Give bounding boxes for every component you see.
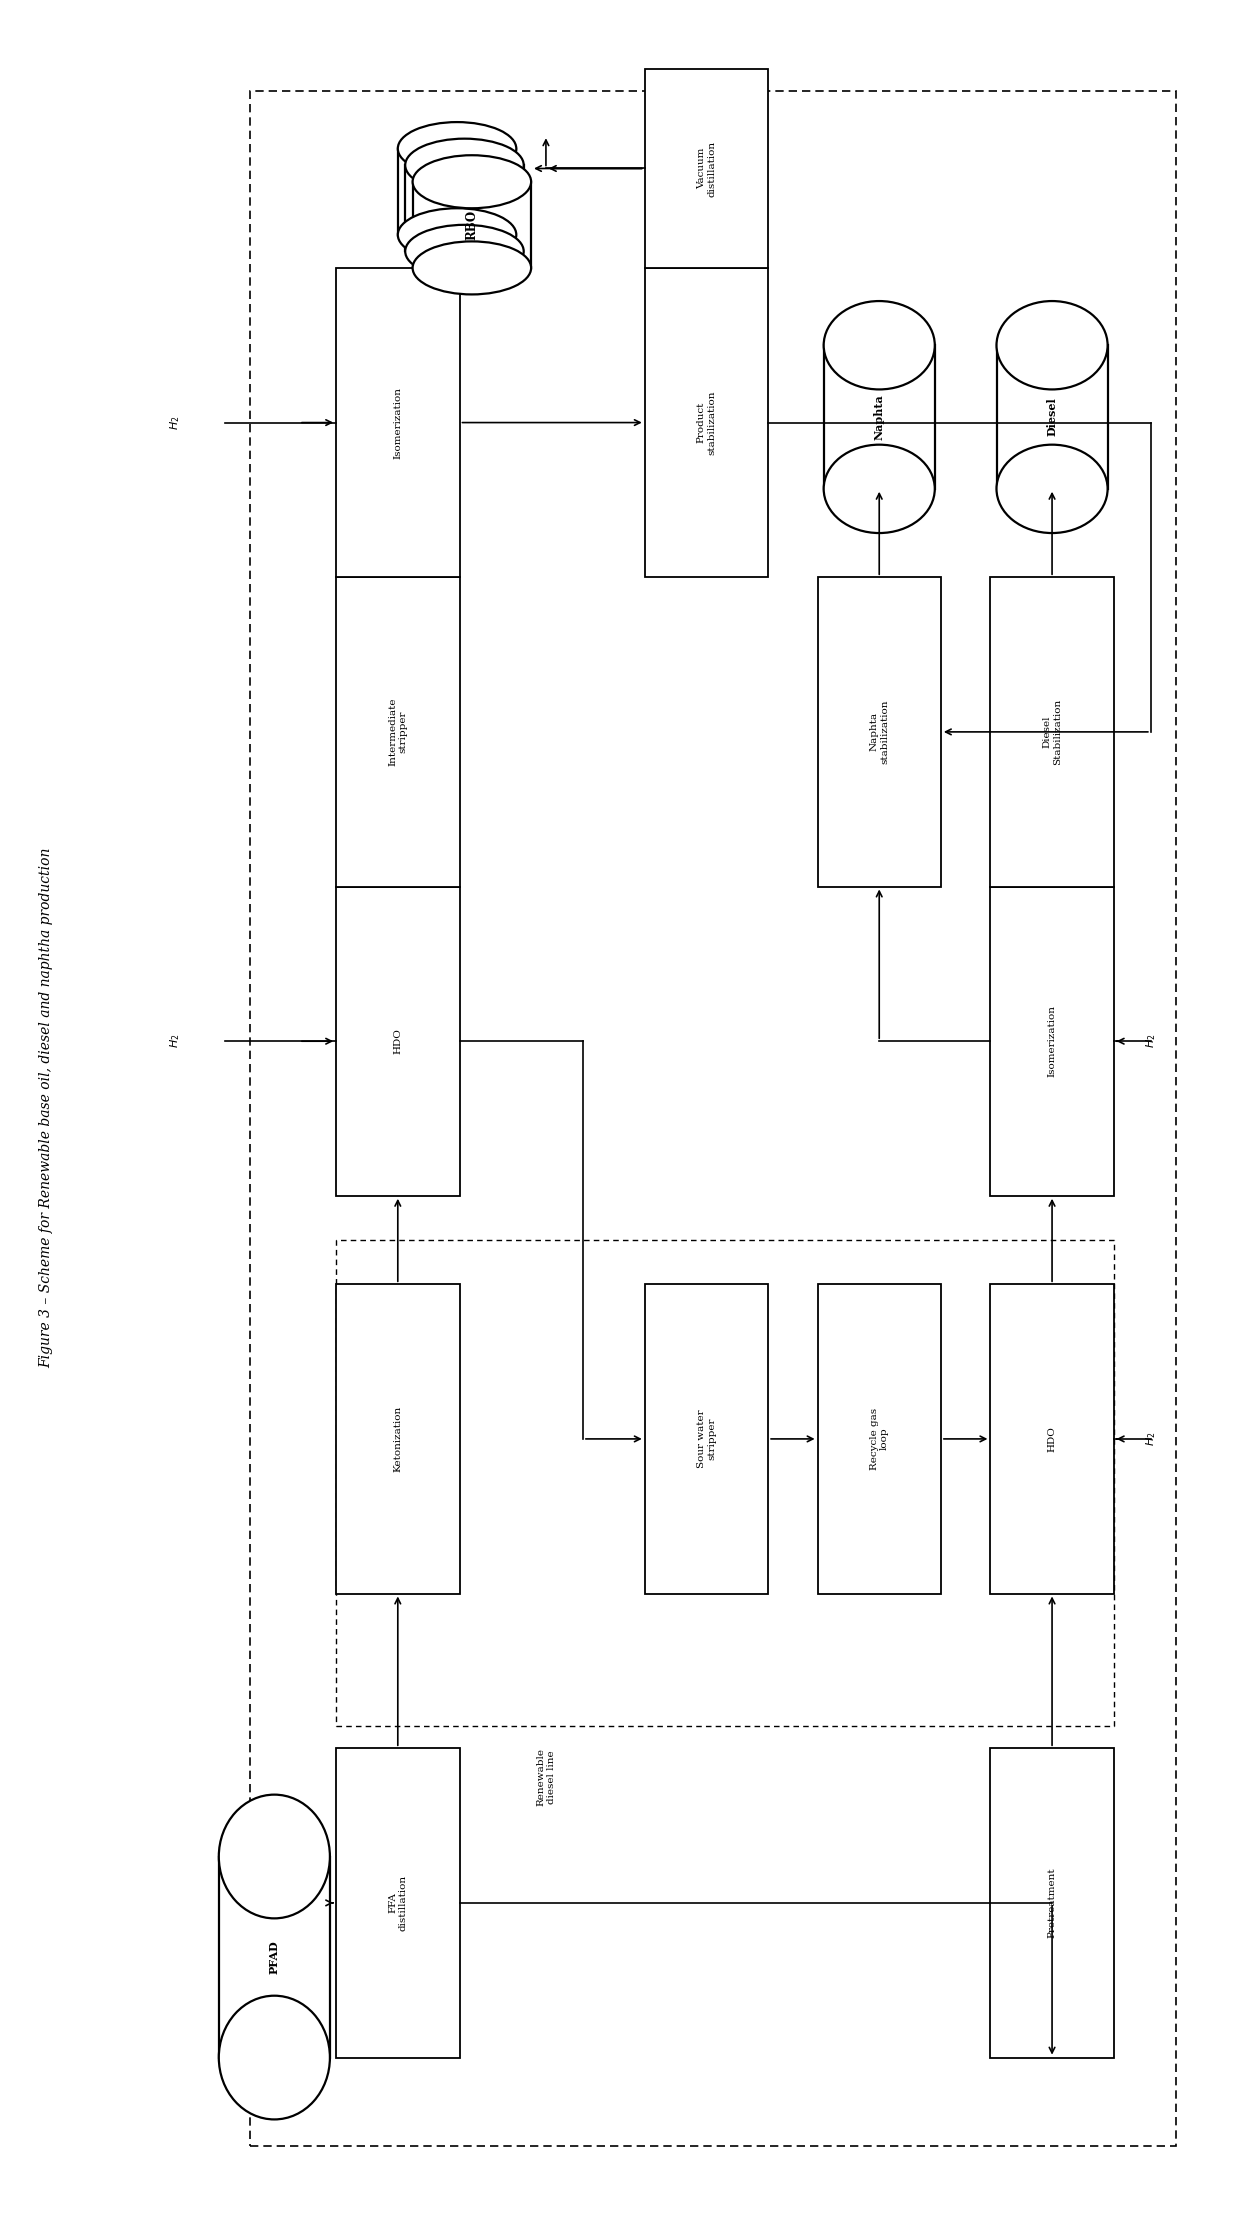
Bar	[336, 1240, 1114, 1725]
Text: RBO: RBO	[465, 210, 479, 239]
Text: $H_2$: $H_2$	[1145, 1431, 1158, 1446]
Ellipse shape	[413, 241, 531, 295]
Ellipse shape	[218, 1794, 330, 1918]
Text: Renewable
diesel line: Renewable diesel line	[536, 1748, 556, 1805]
Ellipse shape	[398, 208, 516, 261]
Text: Naphta
stabilization: Naphta stabilization	[869, 700, 889, 764]
Bar	[817, 1285, 941, 1593]
Bar	[645, 69, 768, 268]
Ellipse shape	[413, 155, 531, 208]
Bar	[991, 1748, 1114, 2058]
Text: $H_2$: $H_2$	[169, 1034, 182, 1048]
Text: Isomerization: Isomerization	[393, 388, 402, 459]
Ellipse shape	[997, 445, 1107, 534]
Ellipse shape	[997, 301, 1107, 390]
Text: Intermediate
stripper: Intermediate stripper	[388, 698, 408, 766]
Bar	[218, 1856, 330, 2058]
Bar	[991, 1285, 1114, 1593]
Text: Sour water
stripper: Sour water stripper	[697, 1409, 717, 1469]
Ellipse shape	[823, 301, 935, 390]
Text: HDO: HDO	[393, 1028, 402, 1054]
Text: Ketonization: Ketonization	[393, 1407, 402, 1473]
Bar	[645, 1285, 768, 1593]
Text: Figure 3 – Scheme for Renewable base oil, diesel and naphtha production: Figure 3 – Scheme for Renewable base oil…	[38, 848, 53, 1367]
Text: Isomerization: Isomerization	[1048, 1006, 1056, 1076]
Text: HDO: HDO	[1048, 1426, 1056, 1451]
Text: Diesel
Stabilization: Diesel Stabilization	[1043, 698, 1061, 764]
Bar	[413, 182, 531, 268]
Bar	[336, 1285, 460, 1593]
Text: Recycle gas
loop: Recycle gas loop	[869, 1409, 889, 1471]
Bar	[336, 1748, 460, 2058]
Text: Naphta: Naphta	[874, 394, 884, 441]
Bar	[997, 346, 1107, 490]
Bar	[991, 886, 1114, 1196]
Text: Product
stabilization: Product stabilization	[697, 390, 717, 454]
Ellipse shape	[405, 140, 523, 193]
Text: $H_2$: $H_2$	[169, 416, 182, 430]
Ellipse shape	[823, 445, 935, 534]
Text: Diesel: Diesel	[1047, 399, 1058, 436]
Bar	[336, 886, 460, 1196]
Bar	[991, 578, 1114, 886]
Bar	[405, 166, 523, 250]
Bar	[817, 578, 941, 886]
Text: Vacuum
distillation: Vacuum distillation	[697, 140, 717, 197]
Ellipse shape	[398, 122, 516, 175]
Bar	[398, 148, 516, 235]
Bar	[645, 268, 768, 578]
Ellipse shape	[218, 1996, 330, 2120]
Text: Pretreatment: Pretreatment	[1048, 1867, 1056, 1938]
Text: FFA
distillation: FFA distillation	[388, 1874, 408, 1931]
Text: PFAD: PFAD	[269, 1940, 280, 1974]
Bar	[336, 268, 460, 578]
Bar	[823, 346, 935, 490]
Bar	[336, 578, 460, 886]
Bar	[249, 91, 1176, 2146]
Text: $H_2$: $H_2$	[1145, 1034, 1158, 1048]
Ellipse shape	[405, 226, 523, 277]
